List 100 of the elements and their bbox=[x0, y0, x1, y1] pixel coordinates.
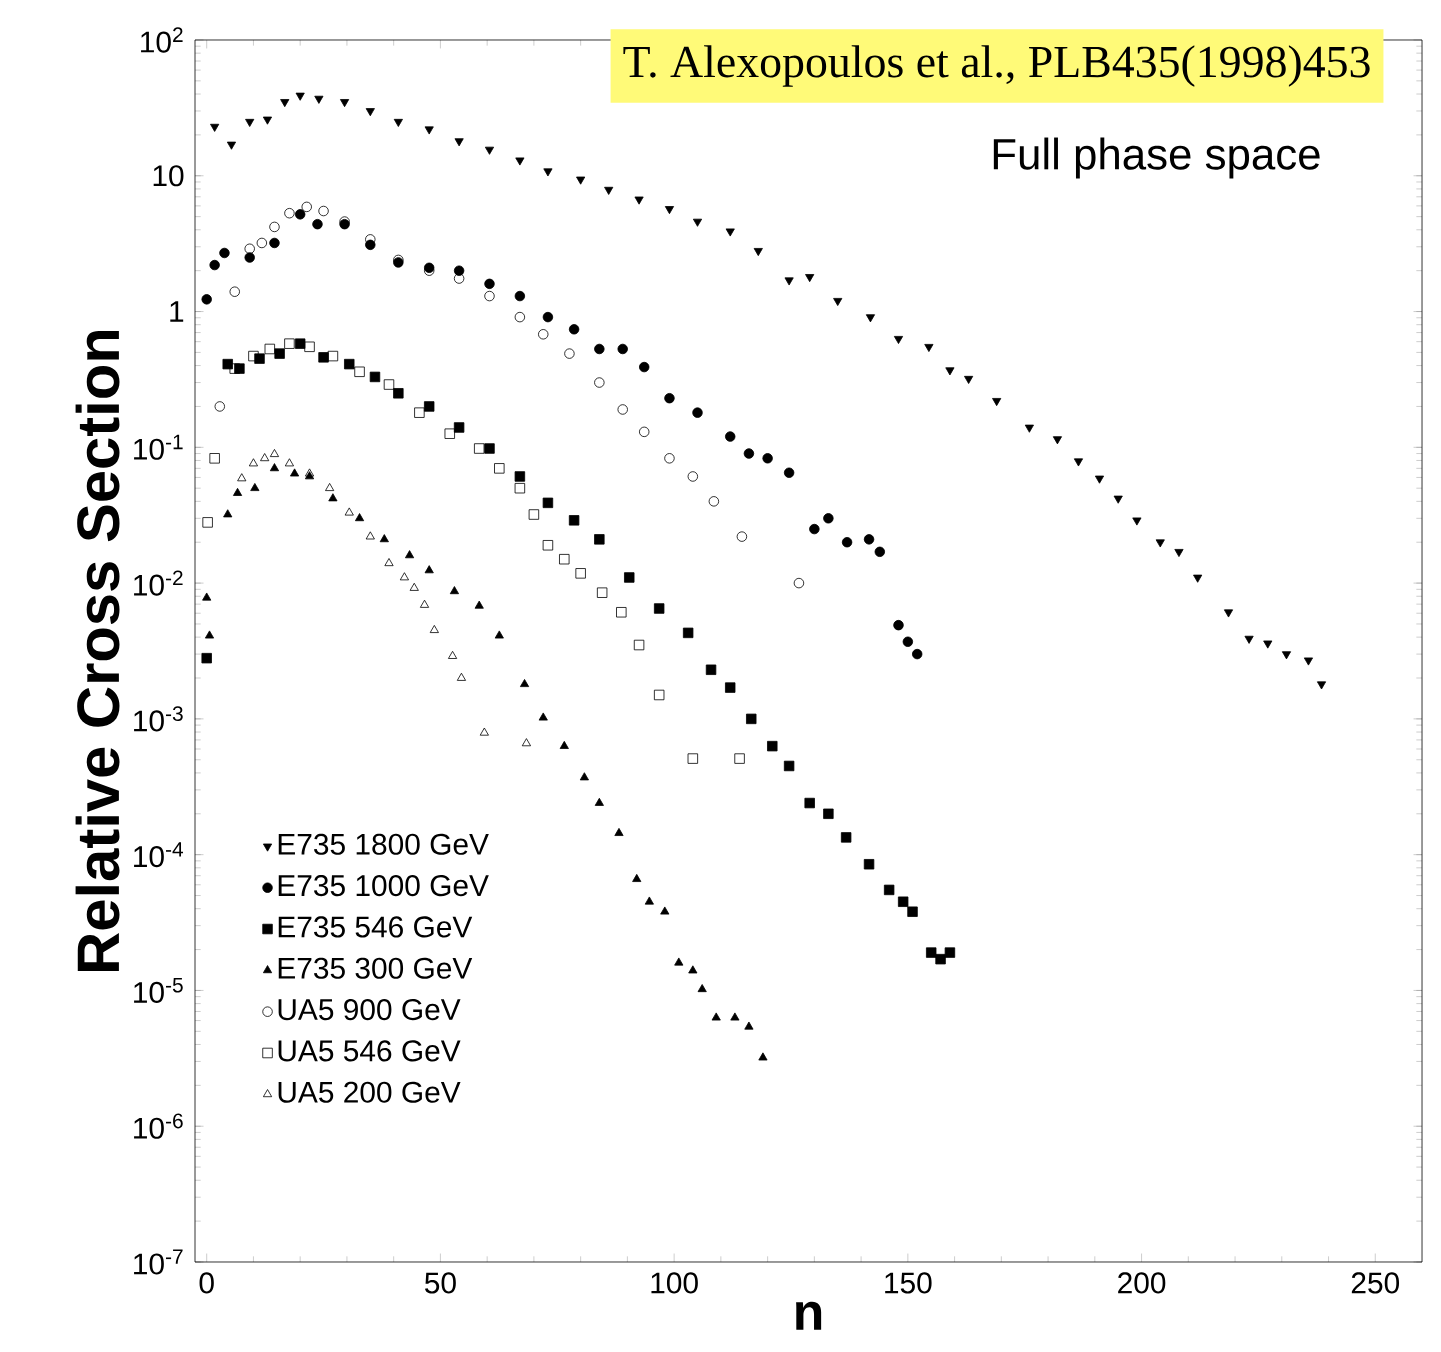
legend-label: UA5 546 GeV bbox=[278, 1040, 461, 1062]
point bbox=[1316, 681, 1327, 690]
point bbox=[423, 401, 435, 412]
point bbox=[244, 243, 255, 254]
point bbox=[594, 377, 605, 388]
point bbox=[424, 126, 434, 135]
point bbox=[209, 453, 220, 464]
x-tick-label: 250 bbox=[1351, 1272, 1400, 1294]
point bbox=[865, 314, 876, 323]
point bbox=[639, 361, 650, 373]
point bbox=[705, 664, 717, 675]
y-tick-label: 10$^{-2}$ bbox=[134, 570, 183, 596]
point bbox=[474, 443, 485, 454]
point bbox=[833, 297, 843, 306]
point bbox=[893, 619, 904, 631]
point bbox=[260, 453, 270, 462]
point bbox=[753, 248, 763, 257]
point bbox=[805, 274, 815, 283]
x-tick-label: 50 bbox=[424, 1272, 456, 1294]
legend-label: E735 300 GeV bbox=[278, 957, 473, 979]
point bbox=[594, 343, 605, 355]
y-tick-label: 10$^{2}$ bbox=[141, 27, 183, 53]
point bbox=[596, 587, 608, 598]
point bbox=[687, 753, 699, 764]
y-tick-label: 10$^{-5}$ bbox=[134, 977, 183, 1003]
point bbox=[653, 689, 665, 701]
point bbox=[1174, 549, 1184, 558]
point bbox=[617, 343, 628, 355]
point bbox=[379, 534, 389, 543]
point bbox=[340, 99, 350, 108]
point bbox=[269, 221, 280, 233]
point bbox=[767, 740, 778, 752]
point bbox=[269, 237, 280, 249]
point bbox=[568, 515, 580, 526]
point bbox=[639, 426, 650, 438]
point bbox=[644, 896, 654, 905]
point bbox=[234, 363, 245, 374]
point bbox=[604, 186, 614, 195]
point bbox=[294, 209, 306, 220]
point bbox=[201, 294, 212, 305]
point bbox=[616, 607, 627, 618]
point bbox=[568, 324, 580, 335]
point bbox=[926, 947, 937, 958]
point bbox=[538, 329, 549, 340]
point bbox=[448, 650, 458, 659]
point bbox=[419, 599, 430, 608]
point bbox=[519, 679, 530, 688]
point bbox=[1263, 640, 1273, 649]
point bbox=[1244, 635, 1254, 644]
point bbox=[284, 338, 295, 349]
point bbox=[344, 358, 355, 370]
y-tick-label: 10$^{-1}$ bbox=[134, 434, 183, 460]
point bbox=[924, 344, 934, 352]
point bbox=[295, 92, 305, 101]
point bbox=[542, 311, 554, 323]
point bbox=[318, 205, 329, 217]
point bbox=[564, 348, 575, 359]
point bbox=[354, 366, 365, 377]
legend-label: UA5 200 GeV bbox=[278, 1081, 461, 1103]
point bbox=[1024, 424, 1034, 433]
point bbox=[559, 553, 570, 565]
point bbox=[453, 422, 465, 433]
point bbox=[762, 453, 773, 464]
point bbox=[992, 398, 1002, 407]
point bbox=[1094, 475, 1105, 484]
point bbox=[256, 237, 268, 249]
legend-label: E735 1800 GeV bbox=[278, 833, 489, 855]
point bbox=[344, 507, 354, 516]
point bbox=[841, 537, 853, 548]
point bbox=[290, 468, 300, 477]
point bbox=[245, 118, 255, 127]
point bbox=[219, 247, 230, 259]
point bbox=[201, 652, 212, 664]
point bbox=[664, 453, 675, 464]
point bbox=[1303, 657, 1313, 666]
point bbox=[725, 682, 736, 693]
point bbox=[542, 540, 554, 551]
point bbox=[823, 808, 834, 819]
point bbox=[202, 517, 213, 528]
point bbox=[783, 467, 795, 478]
point bbox=[515, 157, 525, 166]
point bbox=[743, 448, 755, 459]
point bbox=[414, 407, 425, 418]
point bbox=[783, 760, 795, 772]
point bbox=[399, 572, 409, 581]
point bbox=[424, 565, 434, 574]
point bbox=[444, 428, 455, 439]
point bbox=[944, 947, 956, 958]
point bbox=[229, 286, 240, 297]
point bbox=[294, 338, 306, 349]
point bbox=[897, 896, 909, 907]
point bbox=[863, 859, 875, 870]
point bbox=[269, 448, 280, 457]
point bbox=[269, 463, 280, 472]
point bbox=[633, 639, 645, 651]
point bbox=[687, 471, 699, 482]
point bbox=[393, 388, 404, 399]
point bbox=[734, 753, 745, 764]
point bbox=[429, 624, 439, 633]
point bbox=[725, 431, 736, 442]
